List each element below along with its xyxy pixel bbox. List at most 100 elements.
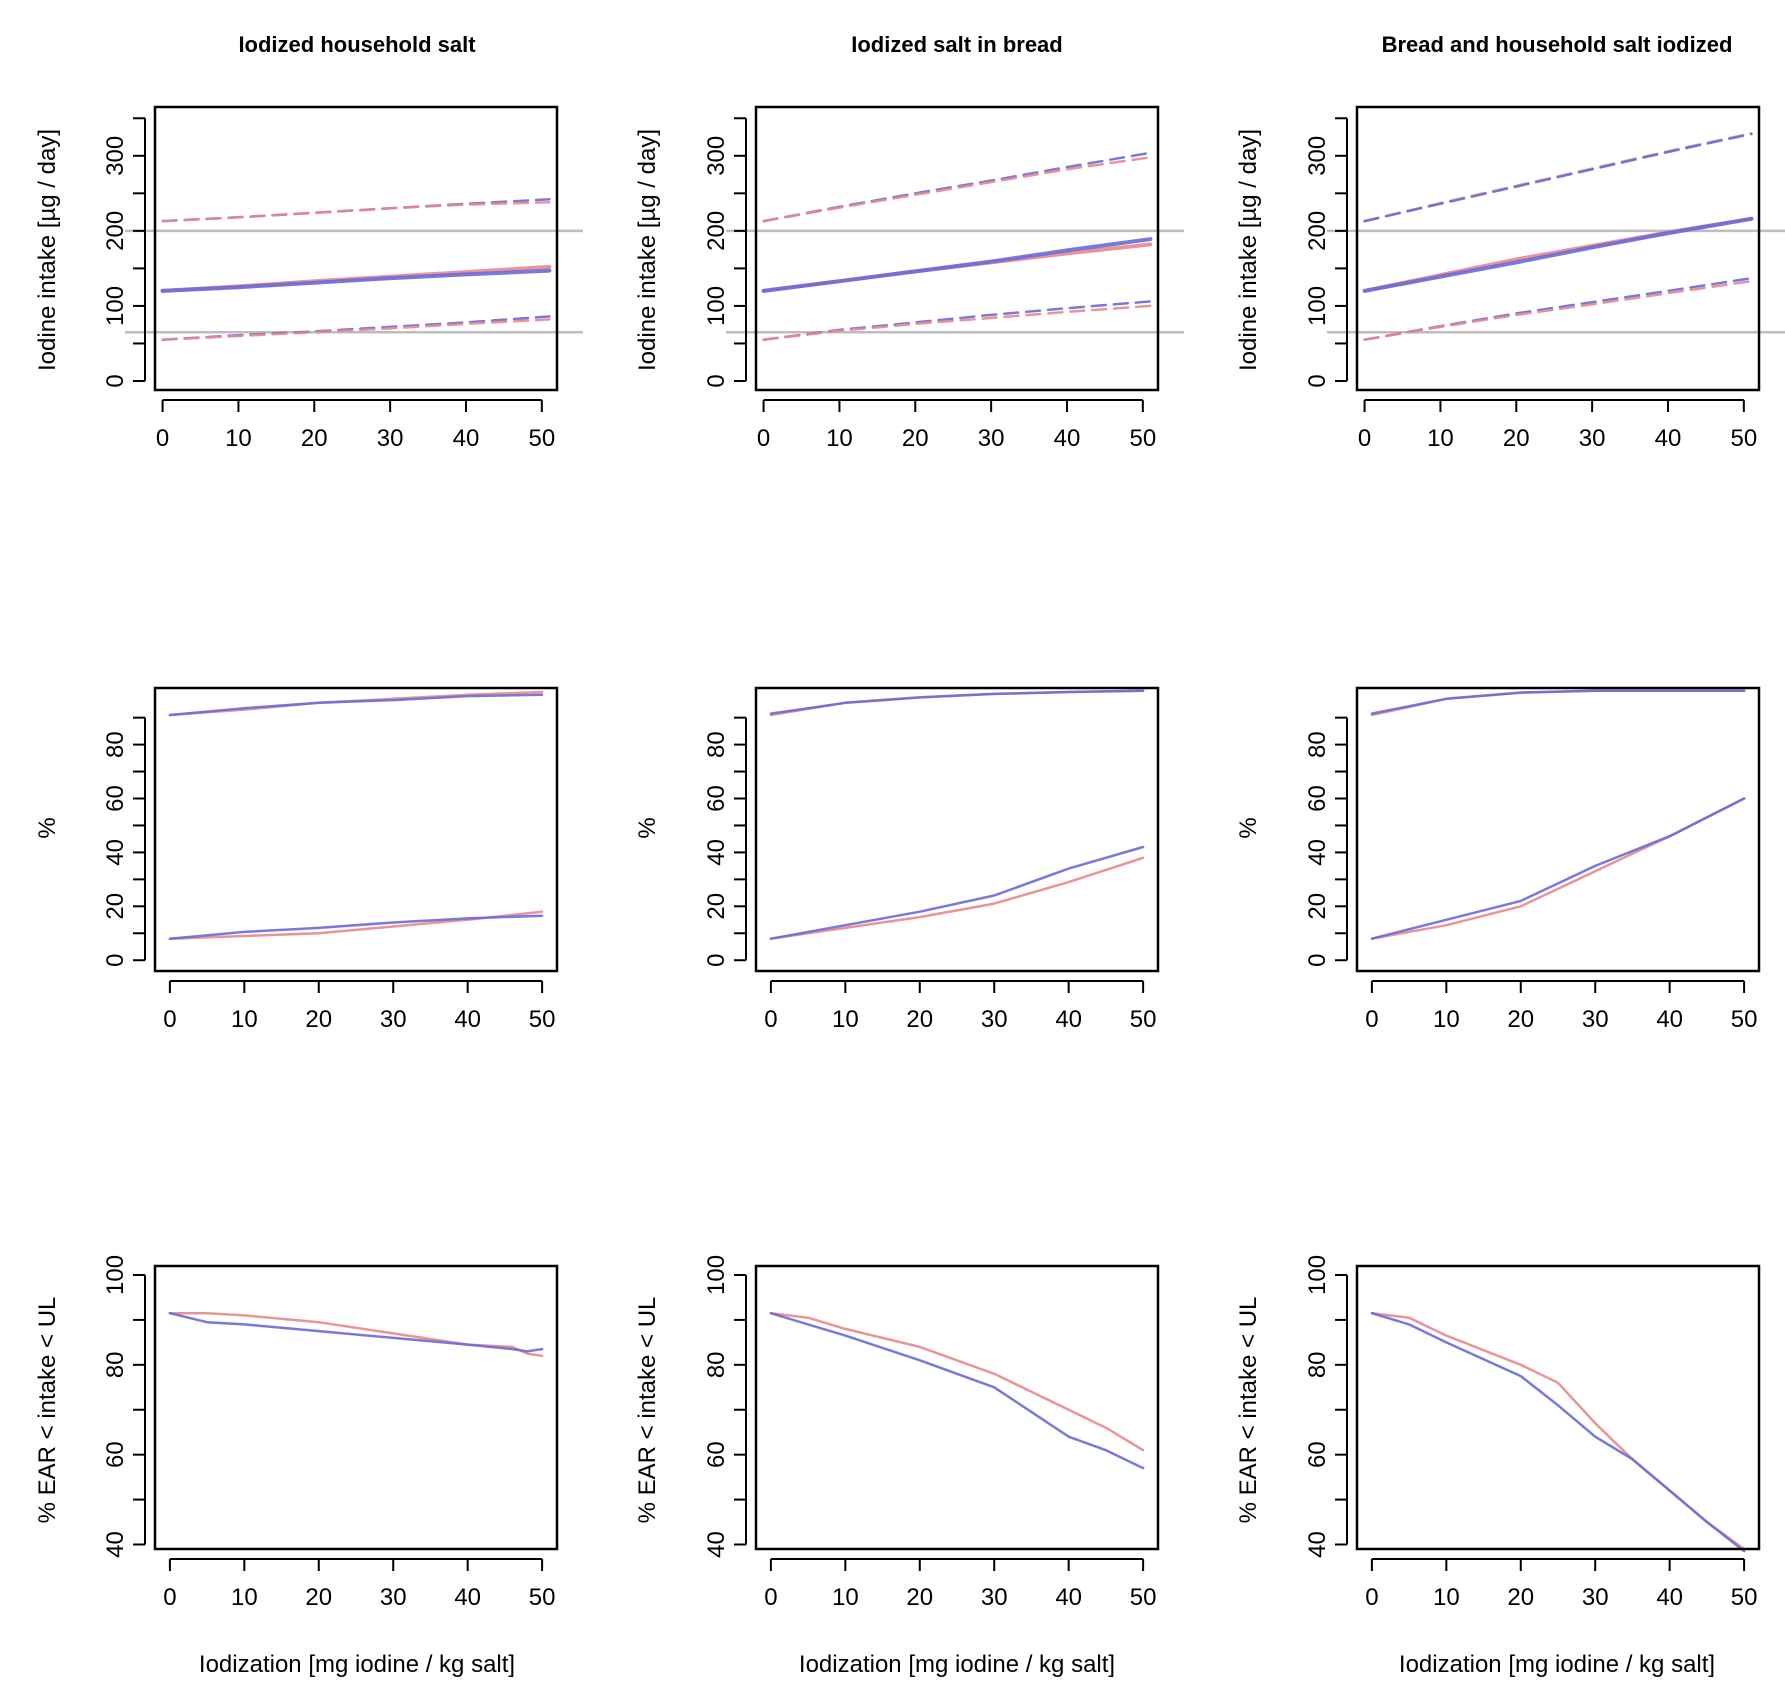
- figure-grid: Iodized household salt Iodized salt in b…: [0, 0, 1785, 1704]
- series-upper-blue: [1372, 691, 1744, 714]
- panel-percent-col2: 0 10 20 30 40 50 0 20 40 60 80: [703, 688, 1158, 1033]
- plot-frame: [756, 1266, 1158, 1549]
- y-tick-label: 80: [703, 731, 730, 758]
- x-tick-label: 40: [1656, 1006, 1683, 1033]
- y-tick-label: 100: [703, 1255, 730, 1295]
- x-tick-label: 30: [377, 425, 404, 452]
- x-tick-label: 10: [832, 1006, 859, 1033]
- series-lower-red-dashed: [163, 319, 550, 339]
- series-share-red: [1372, 1313, 1744, 1549]
- x-tick-label: 20: [1503, 425, 1530, 452]
- ylabel-intake-col2: Iodine intake [µg / day]: [634, 129, 661, 371]
- panel-intake-col3: 0 10 20 30 40 50 0 100 200 300: [1304, 107, 1785, 452]
- panel-intake-col1: 0 10 20 30 40 50 0 100 200 300: [102, 107, 583, 452]
- x-tick-label: 0: [1365, 1584, 1378, 1611]
- x-tick-label: 40: [1055, 1584, 1082, 1611]
- x-tick-label: 10: [1433, 1584, 1460, 1611]
- x-tick-label: 10: [225, 425, 252, 452]
- x-tick-label: 50: [528, 425, 555, 452]
- series-lower-red: [1372, 799, 1744, 939]
- panel-percent-col1: 0 10 20 30 40 50020406080: [102, 688, 557, 1033]
- plot-frame: [155, 1266, 557, 1549]
- y-tick-label: 200: [703, 211, 730, 251]
- x-tick-label: 10: [1433, 1006, 1460, 1033]
- x-tick-label: 10: [832, 1584, 859, 1611]
- y-tick-label: 100: [703, 286, 730, 326]
- y-tick-label: 20: [1304, 893, 1331, 920]
- x-tick-label: 20: [902, 425, 929, 452]
- x-tick-label: 30: [1582, 1006, 1609, 1033]
- y-tick-label: 0: [1304, 954, 1331, 967]
- x-tick-label: 50: [1130, 1006, 1157, 1033]
- panel-ear-col1: 0 10 20 30 40 50406080100: [102, 1255, 557, 1611]
- ylabel-percent-col3: %: [1235, 817, 1262, 838]
- plot-frame: [155, 688, 557, 971]
- x-tick-label: 0: [156, 425, 169, 452]
- y-tick-label: 40: [102, 839, 129, 866]
- y-tick-label: 60: [102, 785, 129, 812]
- x-tick-label: 0: [764, 1006, 777, 1033]
- y-tick-label: 0: [703, 374, 730, 387]
- y-tick-label: 60: [102, 1441, 129, 1468]
- x-tick-label: 0: [1365, 1006, 1378, 1033]
- y-tick-label: 60: [1304, 785, 1331, 812]
- series-upper-blue-dashed: [1365, 134, 1752, 221]
- x-tick-label: 40: [1656, 1584, 1683, 1611]
- y-tick-label: 300: [102, 136, 129, 176]
- y-tick-label: 200: [102, 211, 129, 251]
- panel-percent-col3: 0 10 20 30 40 50 0 20 40 60 80: [1304, 688, 1759, 1033]
- x-tick-label: 40: [1655, 425, 1682, 452]
- xlabel-col3: Iodization [mg iodine / kg salt]: [1399, 1651, 1715, 1678]
- x-tick-label: 20: [305, 1584, 332, 1611]
- series-lower-blue: [170, 916, 542, 939]
- x-tick-label: 30: [981, 1006, 1008, 1033]
- x-tick-label: 10: [1427, 425, 1454, 452]
- x-tick-label: 20: [1507, 1006, 1534, 1033]
- series-share-blue: [771, 1313, 1143, 1468]
- x-tick-label: 40: [1054, 425, 1081, 452]
- series-upper-red: [771, 691, 1143, 715]
- x-tick-label: 30: [981, 1584, 1008, 1611]
- x-tick-label: 0: [757, 425, 770, 452]
- ylabel-ear-col1: % EAR < intake < UL: [34, 1297, 61, 1524]
- ylabel-intake-col3: Iodine intake [µg / day]: [1235, 129, 1262, 371]
- x-tick-label: 20: [301, 425, 328, 452]
- plot-frame: [155, 107, 557, 390]
- ylabel-percent-col2: %: [634, 817, 661, 838]
- y-tick-label: 300: [703, 136, 730, 176]
- ylabel-intake-col1: Iodine intake [µg / day]: [34, 129, 61, 371]
- y-tick-label: 100: [1304, 286, 1331, 326]
- x-tick-label: 20: [305, 1006, 332, 1033]
- y-tick-label: 200: [1304, 211, 1331, 251]
- x-tick-label: 50: [1731, 1006, 1758, 1033]
- plot-frame: [1357, 107, 1759, 390]
- x-tick-label: 40: [454, 1584, 481, 1611]
- x-tick-label: 10: [231, 1006, 258, 1033]
- series-lower-red: [771, 858, 1143, 939]
- x-tick-label: 40: [454, 1006, 481, 1033]
- x-tick-label: 30: [1579, 425, 1606, 452]
- y-tick-label: 80: [703, 1351, 730, 1378]
- col-title-household-salt: Iodized household salt: [238, 32, 476, 57]
- plot-frame: [1357, 688, 1759, 971]
- x-tick-label: 30: [978, 425, 1005, 452]
- y-tick-label: 0: [703, 954, 730, 967]
- x-tick-label: 20: [906, 1006, 933, 1033]
- series-lower-blue: [771, 847, 1143, 939]
- x-tick-label: 0: [163, 1584, 176, 1611]
- series-lower-blue: [1372, 799, 1744, 939]
- col-title-bread-and-household: Bread and household salt iodized: [1382, 32, 1733, 57]
- x-tick-label: 30: [380, 1006, 407, 1033]
- y-tick-label: 60: [703, 1441, 730, 1468]
- x-tick-label: 50: [1130, 1584, 1157, 1611]
- y-tick-label: 80: [1304, 731, 1331, 758]
- x-tick-label: 10: [826, 425, 853, 452]
- y-tick-label: 0: [102, 374, 129, 387]
- y-tick-label: 20: [102, 893, 129, 920]
- col-title-salt-in-bread: Iodized salt in bread: [851, 32, 1062, 57]
- panel-ear-col2: 0 10 20 30 40 50 40 60 80 100: [703, 1255, 1158, 1611]
- y-tick-label: 0: [102, 954, 129, 967]
- y-tick-label: 80: [102, 731, 129, 758]
- y-tick-label: 100: [1304, 1255, 1331, 1295]
